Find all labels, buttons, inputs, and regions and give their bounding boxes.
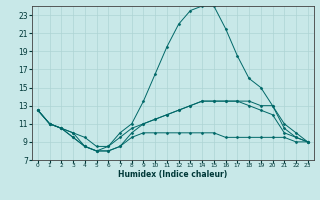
X-axis label: Humidex (Indice chaleur): Humidex (Indice chaleur)	[118, 170, 228, 179]
